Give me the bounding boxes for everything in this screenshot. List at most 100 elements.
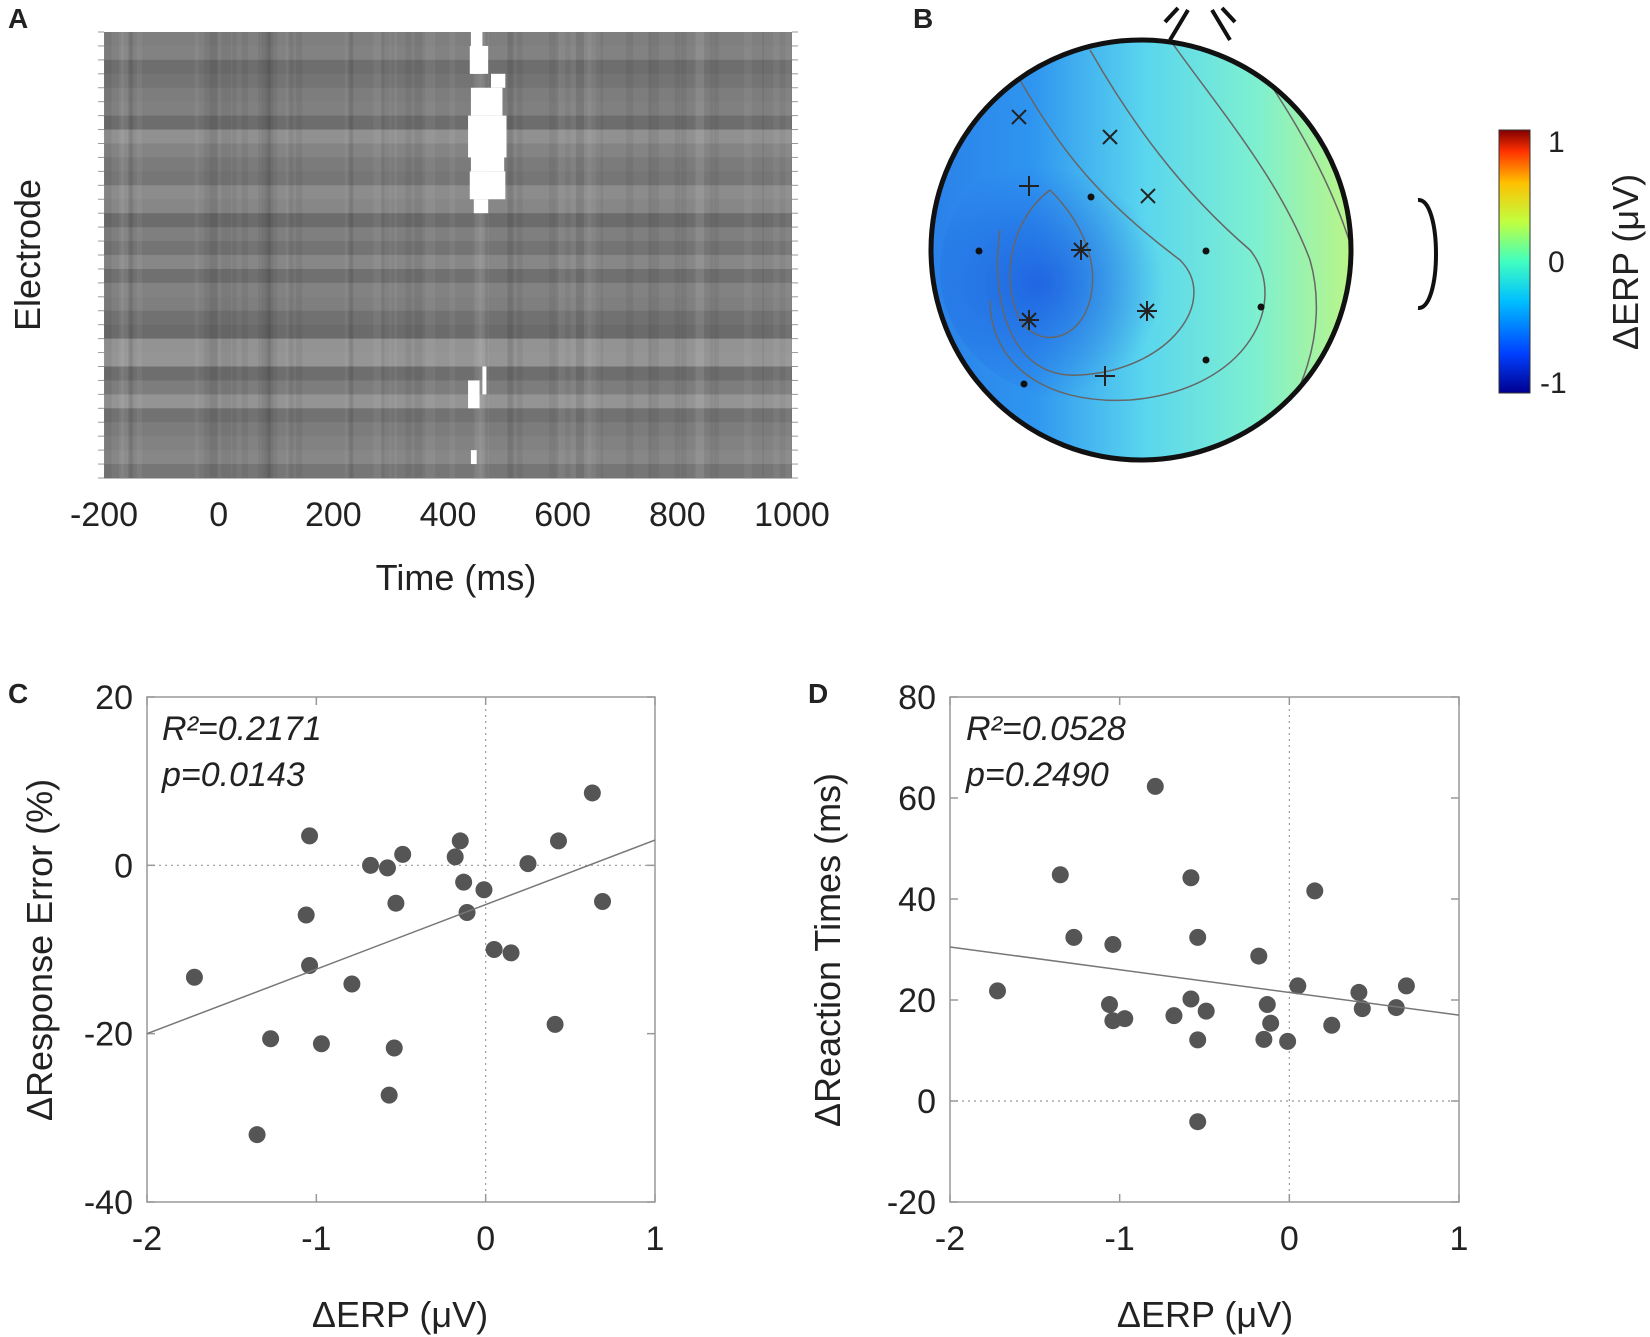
electrode-dot-marker bbox=[1257, 303, 1265, 311]
texture-stripe bbox=[479, 32, 489, 478]
data-point bbox=[475, 881, 493, 899]
y-tick-label: 60 bbox=[898, 780, 936, 818]
electrode-row bbox=[104, 366, 792, 381]
data-point bbox=[1051, 866, 1069, 884]
texture-stripe bbox=[405, 32, 412, 478]
data-point bbox=[378, 859, 396, 877]
texture-stripe bbox=[473, 32, 483, 478]
data-point bbox=[1323, 1016, 1341, 1034]
texture-stripe bbox=[129, 32, 133, 478]
data-point bbox=[343, 975, 361, 993]
panel-d-xlabel: ΔERP (μV) bbox=[1117, 1294, 1293, 1335]
texture-stripe bbox=[264, 32, 271, 478]
y-tick-label: -20 bbox=[887, 1184, 936, 1222]
texture-stripe bbox=[710, 32, 713, 478]
electrode-asterisk-marker bbox=[1019, 310, 1039, 330]
panel-a-ylabel: Electrode bbox=[7, 179, 48, 331]
electrode-row bbox=[104, 464, 792, 479]
nose-shape bbox=[1168, 8, 1232, 42]
data-point bbox=[1387, 999, 1405, 1017]
panel-d-scatter: -2 -1 0 1 80 60 40 20 0 -20 R²=0.0528 p=0.2490 ΔR… bbox=[807, 679, 1468, 1335]
electrode-row bbox=[104, 157, 792, 172]
texture-stripe bbox=[559, 32, 566, 478]
x-tick-label: -1 bbox=[1105, 1220, 1135, 1258]
texture-stripe bbox=[296, 32, 303, 478]
electrode-row bbox=[104, 73, 792, 89]
data-point bbox=[185, 968, 203, 986]
significant-cluster bbox=[470, 143, 505, 172]
data-point bbox=[594, 893, 612, 911]
texture-stripe bbox=[285, 32, 290, 478]
electrode-row bbox=[104, 171, 792, 186]
x-tick-label: 600 bbox=[534, 496, 591, 534]
significant-cluster bbox=[482, 366, 487, 395]
colorbar-tick-mid: 0 bbox=[1548, 246, 1565, 279]
data-point bbox=[297, 906, 315, 924]
head-outline bbox=[928, 37, 1354, 463]
data-point bbox=[1100, 996, 1118, 1014]
texture-stripe bbox=[414, 32, 423, 478]
x-tick-label: -2 bbox=[132, 1220, 162, 1258]
electrode-plus-marker bbox=[1019, 176, 1039, 196]
texture-stripe bbox=[210, 32, 218, 478]
texture-stripe bbox=[556, 32, 561, 478]
texture-stripe bbox=[785, 32, 792, 478]
electrode-row bbox=[104, 394, 792, 409]
data-point bbox=[455, 873, 473, 891]
panel-label-b: B bbox=[913, 3, 933, 34]
electrode-row bbox=[104, 352, 792, 367]
x-tick-label: -200 bbox=[70, 496, 138, 534]
texture-stripe bbox=[136, 32, 143, 478]
electrode-row bbox=[104, 436, 792, 451]
electrode-row bbox=[104, 422, 792, 437]
texture-stripe bbox=[373, 32, 382, 478]
data-point bbox=[380, 1086, 398, 1104]
texture-stripe bbox=[288, 32, 294, 478]
data-point bbox=[1116, 1010, 1134, 1028]
significant-cluster bbox=[470, 87, 503, 116]
plot-frame bbox=[949, 696, 1460, 1203]
panel-label-a: A bbox=[8, 3, 28, 34]
data-point bbox=[1146, 777, 1164, 795]
panel-d-ylabel: ΔReaction Times (ms) bbox=[807, 773, 848, 1127]
electrode-dot-marker bbox=[1202, 356, 1210, 364]
electrode-row bbox=[104, 185, 792, 200]
texture-stripe bbox=[348, 32, 353, 478]
electrode-row bbox=[104, 143, 792, 158]
electrode-row bbox=[104, 324, 792, 340]
panel-c-p: p=0.0143 bbox=[161, 756, 305, 794]
texture-stripe bbox=[425, 32, 436, 478]
x-tick-label: 0 bbox=[1280, 1220, 1299, 1258]
texture-stripe bbox=[695, 32, 704, 478]
y-tick-label: -40 bbox=[84, 1184, 133, 1222]
data-point bbox=[394, 845, 412, 863]
texture-stripe bbox=[209, 32, 218, 478]
texture-stripe bbox=[517, 32, 523, 478]
data-point bbox=[1065, 928, 1083, 946]
x-tick-label: 400 bbox=[420, 496, 477, 534]
data-point bbox=[1189, 928, 1207, 946]
electrode-row bbox=[104, 408, 792, 423]
electrode-row bbox=[104, 32, 792, 47]
texture-stripe bbox=[389, 32, 392, 478]
panel-label-d: D bbox=[808, 678, 828, 709]
panel-c-scatter: -2 -1 0 1 20 0 -20 -40 R²=0.2171 p=0.0143 ΔResp… bbox=[19, 679, 664, 1335]
significant-cluster bbox=[473, 199, 489, 214]
texture-stripe bbox=[575, 32, 584, 478]
electrode-row bbox=[104, 59, 792, 75]
panel-label-c: C bbox=[8, 678, 28, 709]
texture-stripe bbox=[485, 32, 488, 478]
electrode-dot-marker bbox=[1087, 193, 1095, 201]
data-point bbox=[1255, 1030, 1273, 1048]
texture-stripe bbox=[221, 32, 232, 478]
panel-a-heatmap: Electrode Time (ms) -200 0 200 400 600 800 100… bbox=[7, 31, 830, 598]
texture-stripe bbox=[268, 32, 278, 478]
texture-stripe bbox=[570, 32, 577, 478]
plot-frame bbox=[146, 696, 656, 1203]
y-tick-label: 40 bbox=[898, 881, 936, 919]
texture-stripe bbox=[344, 32, 348, 478]
y-tick-label: 20 bbox=[898, 982, 936, 1020]
texture-stripe bbox=[394, 32, 397, 478]
data-point bbox=[1279, 1032, 1297, 1050]
x-tick-label: -1 bbox=[301, 1220, 331, 1258]
